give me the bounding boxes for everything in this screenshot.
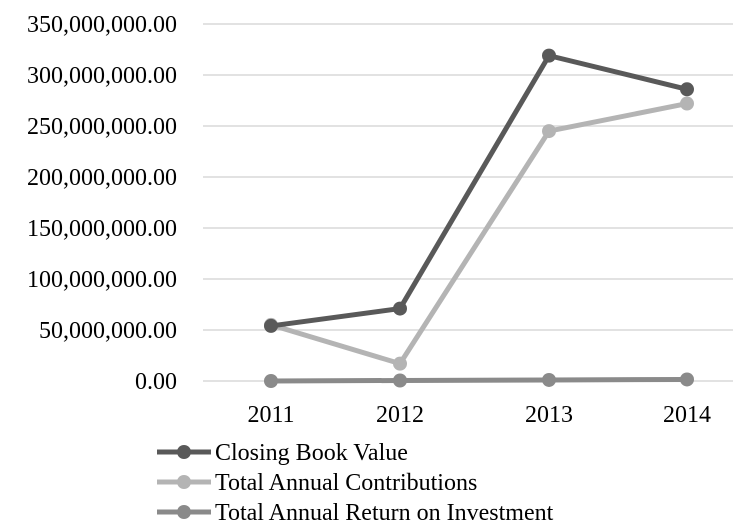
x-tick-label: 2011 xyxy=(247,402,294,428)
data-point xyxy=(393,301,407,316)
legend-label: Total Annual Contributions xyxy=(215,470,477,496)
y-tick-label: 0.00 xyxy=(135,369,177,395)
data-point xyxy=(264,318,278,333)
legend-marker xyxy=(177,475,191,489)
data-point xyxy=(542,372,556,387)
series-3 xyxy=(264,372,694,388)
y-tick-label: 50,000,000.00 xyxy=(39,318,177,344)
data-point xyxy=(393,356,407,371)
legend: Closing Book Value Total Annual Contribut… xyxy=(157,440,554,525)
data-point xyxy=(393,373,407,388)
legend-label: Closing Book Value xyxy=(215,440,408,466)
x-tick-label: 2014 xyxy=(663,402,711,428)
legend-item: Total Annual Return on Investment xyxy=(157,500,554,525)
y-tick-label: 100,000,000.00 xyxy=(27,267,177,293)
y-tick-label: 150,000,000.00 xyxy=(27,216,177,242)
data-point xyxy=(542,48,556,63)
series-line xyxy=(270,376,688,384)
legend-marker xyxy=(177,445,191,459)
legend-marker xyxy=(177,505,191,519)
y-axis-tick-labels: 0.00 50,000,000.00 100,000,000.00 150,000,0… xyxy=(27,12,177,395)
x-axis-tick-labels: 2011 2012 2013 2014 xyxy=(247,402,711,428)
data-point xyxy=(680,82,694,97)
y-tick-label: 200,000,000.00 xyxy=(27,165,177,191)
y-tick-label: 300,000,000.00 xyxy=(27,63,177,89)
legend-item: Total Annual Contributions xyxy=(157,470,477,496)
legend-item: Closing Book Value xyxy=(157,440,408,466)
series-line xyxy=(270,53,688,329)
series-lines xyxy=(264,48,694,388)
series-line xyxy=(270,101,688,367)
data-point xyxy=(680,372,694,387)
data-point xyxy=(542,124,556,139)
series-1 xyxy=(264,48,694,333)
legend-label: Total Annual Return on Investment xyxy=(215,500,554,525)
x-tick-label: 2012 xyxy=(376,402,424,428)
y-tick-label: 250,000,000.00 xyxy=(27,114,177,140)
x-tick-label: 2013 xyxy=(525,402,573,428)
data-point xyxy=(680,96,694,111)
data-point xyxy=(264,374,278,388)
y-tick-label: 350,000,000.00 xyxy=(27,12,177,38)
